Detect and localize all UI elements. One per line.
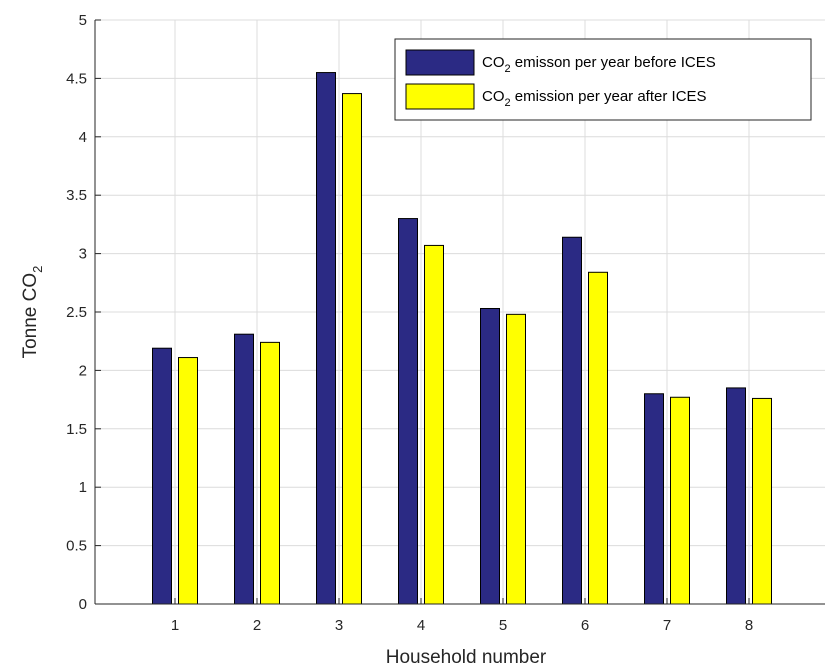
bar-after-household-6 — [588, 271, 608, 605]
legend: CO2 emisson per year before ICES CO2 emi… — [394, 38, 812, 121]
x-tick-label: 5 — [499, 617, 507, 634]
x-tick-label: 7 — [663, 617, 671, 634]
legend-swatch-after — [405, 83, 475, 110]
bar-after-household-4 — [424, 244, 444, 605]
y-tick-label: 5 — [79, 12, 87, 29]
y-tick-label: 3 — [79, 246, 87, 263]
y-tick-label: 3.5 — [66, 187, 87, 204]
bar-after-household-1 — [178, 357, 198, 605]
bar-before-household-4 — [398, 218, 418, 605]
x-tick-label: 4 — [417, 617, 425, 634]
axes — [94, 19, 825, 605]
y-axis-label: Tonne CO2 — [20, 266, 45, 359]
x-tick-labels: 1 2 3 4 5 6 7 8 — [171, 617, 753, 634]
bar-after-household-2 — [260, 341, 280, 605]
legend-label-after-main: CO — [482, 88, 505, 105]
y-tick-label: 0 — [79, 596, 87, 613]
x-axis-label: Household number — [386, 647, 547, 668]
y-tick-label: 0.5 — [66, 538, 87, 555]
bar-after-household-3 — [342, 93, 362, 605]
bar-after-household-8 — [752, 397, 772, 605]
y-tick-label: 2.5 — [66, 304, 87, 321]
legend-label-after: CO2 emission per year after ICES — [482, 88, 707, 109]
legend-label-before-main: CO — [482, 54, 505, 71]
x-tick-label: 8 — [745, 617, 753, 634]
grid — [95, 19, 825, 604]
x-tick-label: 1 — [171, 617, 179, 634]
bar-before-household-8 — [726, 387, 746, 605]
y-tick-label: 2 — [79, 362, 87, 379]
x-tick-label: 2 — [253, 617, 261, 634]
legend-label-before-subscript: 2 — [505, 63, 511, 75]
bar-before-household-6 — [562, 236, 582, 605]
bar-after-household-5 — [506, 313, 526, 605]
bar-before-household-1 — [152, 347, 172, 605]
y-tick-label: 4 — [79, 129, 87, 146]
y-tick-labels: 0 0.5 1 1.5 2 2.5 3 3.5 4 4.5 5 — [66, 12, 87, 613]
x-tick-label: 3 — [335, 617, 343, 634]
bar-before-household-3 — [316, 72, 336, 605]
bar-before-household-7 — [644, 393, 664, 605]
y-axis-label-main: Tonne CO — [20, 273, 41, 359]
legend-label-before: CO2 emisson per year before ICES — [482, 54, 716, 75]
bar-after-household-7 — [670, 396, 690, 605]
y-tick-label: 4.5 — [66, 70, 87, 87]
y-tick-label: 1.5 — [66, 421, 87, 438]
bar-before-household-5 — [480, 307, 500, 605]
legend-label-before-rest: emisson per year before ICES — [511, 54, 716, 71]
legend-swatch-before — [405, 49, 475, 76]
bar-before-household-2 — [234, 333, 254, 605]
bars — [152, 72, 772, 605]
y-axis-label-subscript: 2 — [30, 266, 45, 273]
y-tick-label: 1 — [79, 479, 87, 496]
x-tick-label: 6 — [581, 617, 589, 634]
legend-label-after-subscript: 2 — [505, 97, 511, 109]
legend-label-after-rest: emission per year after ICES — [511, 88, 707, 105]
